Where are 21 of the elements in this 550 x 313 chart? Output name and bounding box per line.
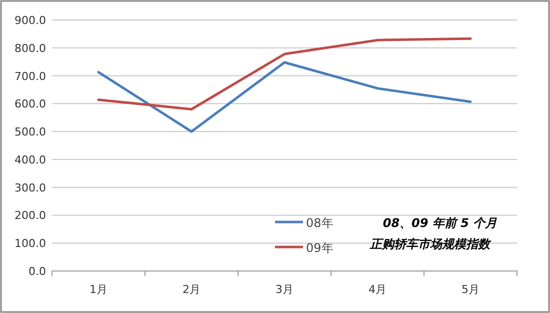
y-tick-label: 700.0 — [14, 70, 46, 83]
y-tick-label: 900.0 — [14, 14, 46, 27]
y-tick-label: 200.0 — [14, 209, 46, 222]
x-tick-label: 2月 — [182, 283, 200, 296]
x-tick-label: 4月 — [368, 283, 386, 296]
y-tick-label: 600.0 — [14, 98, 46, 111]
legend-label: 09年 — [306, 241, 334, 255]
text: 08、09 年前 5 个月 — [382, 216, 498, 230]
y-tick-label: 0.0 — [28, 265, 46, 278]
y-tick-label: 800.0 — [14, 42, 46, 55]
line-series — [97, 61, 472, 133]
y-tick-label: 300.0 — [14, 181, 46, 194]
x-tick-label: 3月 — [276, 283, 294, 296]
y-tick-label: 500.0 — [14, 126, 46, 139]
x-tick-label: 5月 — [462, 283, 480, 296]
x-tick-label: 1月 — [90, 283, 108, 296]
legend-label: 08年 — [306, 216, 334, 230]
line-series — [97, 37, 472, 110]
y-tick-label: 400.0 — [14, 153, 46, 166]
y-tick-label: 100.0 — [14, 237, 46, 250]
text: 正购轿车市场规模指数 — [369, 237, 492, 251]
